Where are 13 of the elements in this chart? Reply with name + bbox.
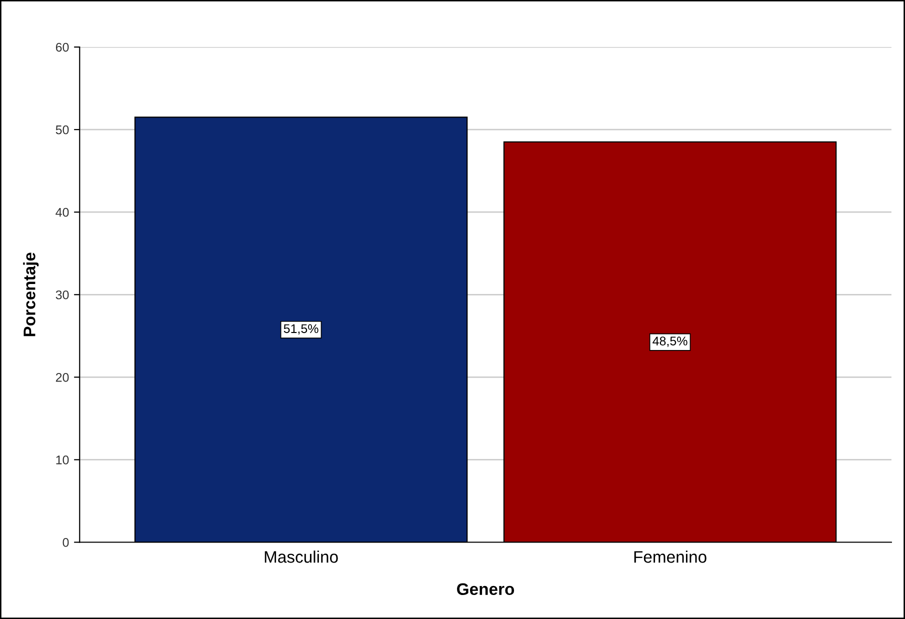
y-tick-label: 30 xyxy=(56,290,69,300)
data-label: 51,5% xyxy=(284,324,318,335)
y-tick-label: 20 xyxy=(56,372,69,382)
y-tick-label: 60 xyxy=(56,42,69,52)
x-tick-label: Masculino xyxy=(264,550,338,563)
y-tick-label: 50 xyxy=(56,125,69,134)
y-tick-label: 0 xyxy=(62,538,69,547)
data-label: 48,5% xyxy=(652,336,688,347)
y-tick-label: 40 xyxy=(56,208,69,217)
x-tick-label: Femenino xyxy=(634,550,706,563)
y-tick-label: 10 xyxy=(56,456,69,464)
x-axis-title: Genero xyxy=(457,583,514,596)
y-axis-title: Porcentaje xyxy=(23,252,39,336)
